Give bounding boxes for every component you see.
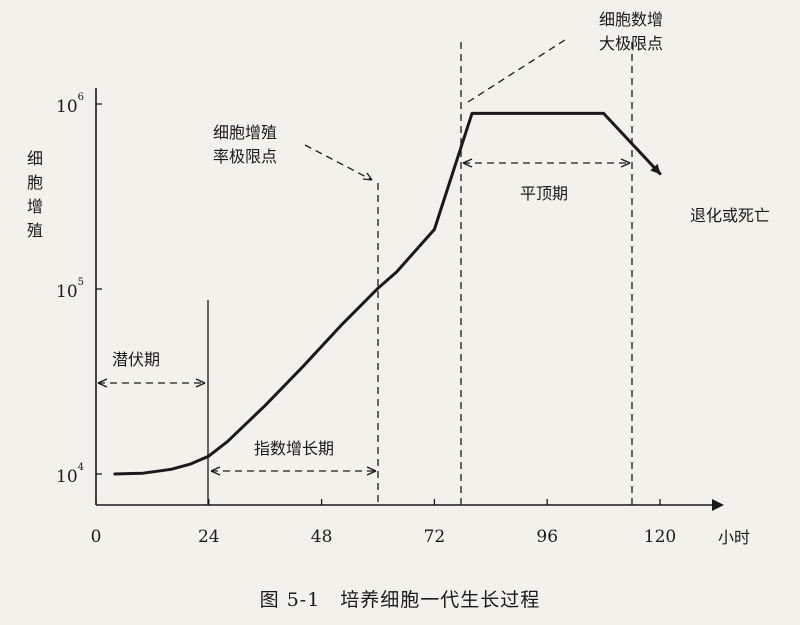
labels: 细 胞 增 殖 潜伏期 指数增长期 平顶期 细胞增殖 率极限点 细胞数增 大极限…	[27, 10, 770, 611]
growth-rate-limit-arrow-icon	[362, 172, 373, 181]
x-tick-label: 120	[644, 527, 676, 547]
x-tick-label: 96	[536, 527, 558, 547]
lag-phase-right-arrow-icon	[195, 378, 206, 388]
growth-rate-limit-leader	[304, 144, 373, 181]
lag-phase-label: 潜伏期	[112, 350, 160, 369]
x-tick-label: 0	[91, 527, 102, 547]
phase-boundaries	[207, 42, 633, 505]
tick-layer: 0 24 48 72 96 120 104 105 106	[56, 92, 676, 547]
axes	[95, 88, 724, 511]
x-tick-label: 24	[198, 527, 220, 547]
phase-spans	[97, 158, 631, 476]
x-tick-label: 48	[311, 527, 333, 547]
cell-count-limit-leader	[467, 37, 569, 103]
log-phase-label: 指数增长期	[254, 439, 334, 458]
y-axis-label-char: 殖	[27, 221, 43, 240]
y-tick-label: 105	[56, 277, 84, 302]
plateau-left-arrow-icon	[462, 158, 473, 168]
y-tick-label: 106	[56, 92, 84, 117]
x-axis-arrow-icon	[712, 499, 724, 511]
figure-caption: 图 5-1 培养细胞一代生长过程	[260, 589, 541, 611]
lag-phase-left-arrow-icon	[97, 378, 108, 388]
x-axis-unit-label: 小时	[718, 528, 750, 547]
y-axis-label-char: 胞	[27, 173, 43, 192]
log-phase-left-arrow-icon	[210, 466, 221, 476]
plateau-phase-label: 平顶期	[520, 184, 568, 203]
annotation-leaders	[304, 37, 569, 181]
cell-count-limit-label-line1: 细胞数增	[599, 10, 663, 29]
plateau-right-arrow-icon	[620, 158, 631, 168]
cell-count-limit-label-line2: 大极限点	[599, 34, 663, 53]
growth-rate-limit-label-line1: 细胞增殖	[213, 123, 277, 142]
decline-arrow	[602, 111, 662, 176]
y-tick-label: 104	[56, 462, 84, 487]
x-tick-label: 72	[424, 527, 446, 547]
growth-curve	[113, 111, 606, 476]
growth-rate-limit-label-line2: 率极限点	[213, 147, 277, 166]
y-axis-label-char: 增	[27, 197, 43, 216]
decline-label: 退化或死亡	[690, 206, 770, 225]
log-phase-right-arrow-icon	[366, 466, 377, 476]
y-axis-label-char: 细	[27, 149, 43, 168]
